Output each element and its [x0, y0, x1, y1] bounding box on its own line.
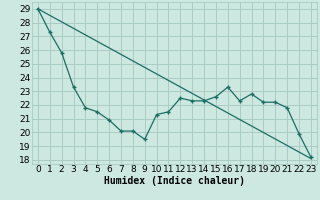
X-axis label: Humidex (Indice chaleur): Humidex (Indice chaleur) [104, 176, 245, 186]
